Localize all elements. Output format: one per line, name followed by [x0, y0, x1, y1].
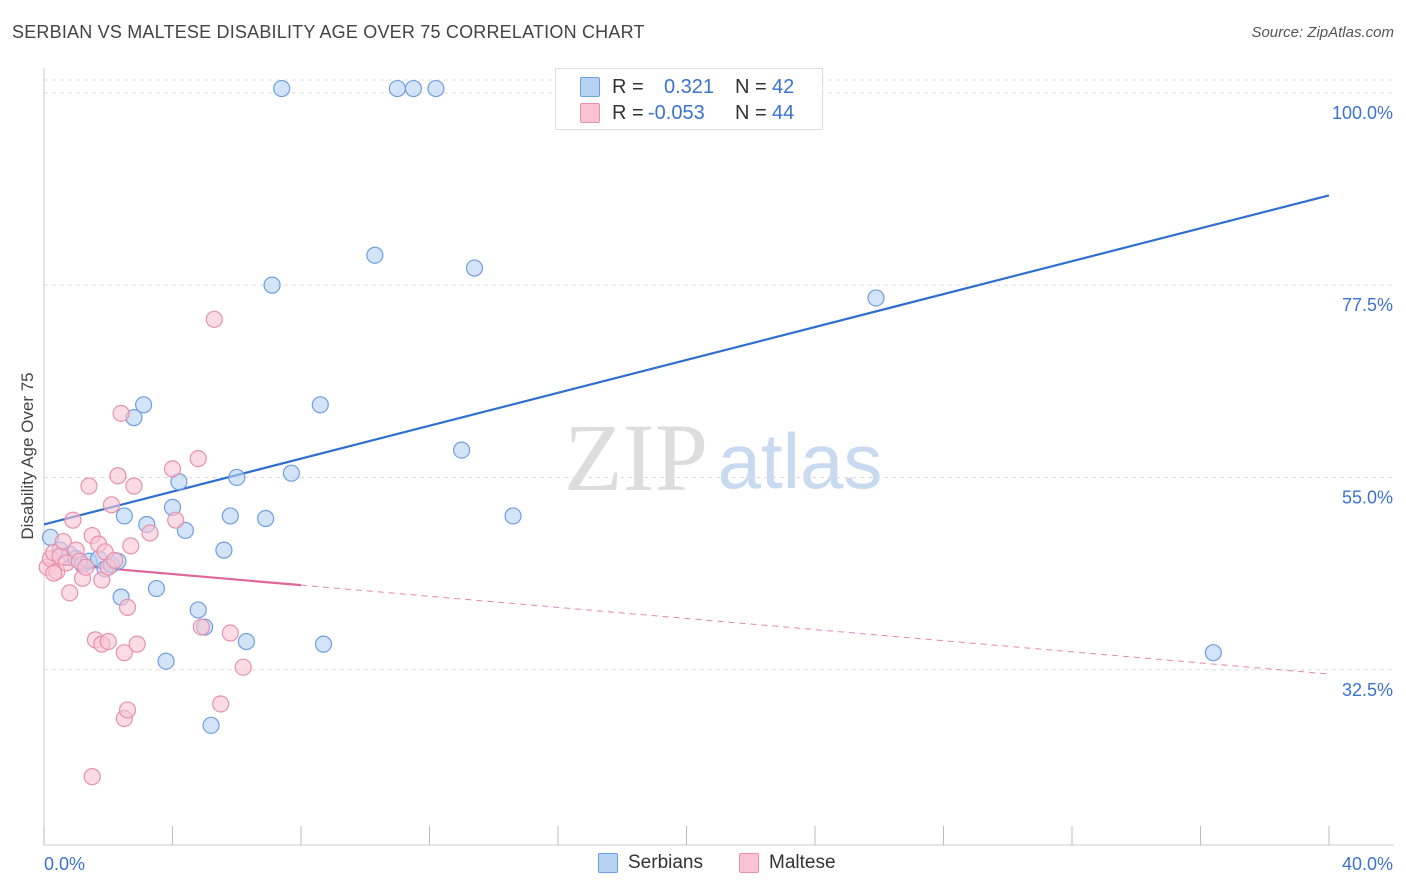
maltese-point: [77, 558, 95, 576]
x-tick-label-min: 0.0%: [44, 854, 85, 874]
maltese-point: [112, 404, 130, 422]
serbians-point: [311, 396, 329, 414]
legend-r-value: -0.053: [648, 102, 705, 124]
serbians-point: [134, 396, 153, 414]
serbians-legend-label: Serbians: [628, 852, 703, 873]
chart-title: SERBIAN VS MALTESE DISABILITY AGE OVER 7…: [12, 22, 645, 42]
legend-r-value: 0.321: [664, 76, 715, 98]
maltese-point: [61, 584, 79, 602]
serbians-point: [202, 716, 220, 734]
maltese-point: [128, 635, 146, 653]
maltese-point: [109, 467, 127, 485]
maltese-point: [80, 477, 98, 495]
serbians-point: [115, 507, 133, 525]
maltese-point: [212, 695, 230, 713]
x-tick-label-max: 40.0%: [1342, 854, 1393, 874]
serbians-point: [263, 276, 281, 294]
serbians-point: [453, 441, 471, 459]
serbians-point: [237, 632, 255, 651]
serbians-point: [147, 579, 166, 598]
legend-r-label: R =: [612, 76, 644, 98]
maltese-point: [122, 537, 140, 555]
serbians-point: [366, 246, 384, 264]
serbians-point: [273, 79, 291, 98]
maltese-point: [102, 496, 121, 514]
maltese-point: [106, 551, 124, 569]
maltese-point: [221, 624, 239, 642]
serbians-swatch: [580, 77, 600, 97]
maltese-point: [163, 460, 182, 478]
legend-n-value: 42: [772, 76, 795, 98]
maltese-trend-line-dashed: [300, 584, 1330, 675]
serbians-swatch: [598, 853, 618, 873]
legend-r-label: R =: [612, 102, 644, 124]
legend-n-label: N =: [735, 102, 767, 124]
correlation-legend: R = 0.321 N = 42 R = -0.053 N = 44: [555, 68, 823, 130]
maltese-point: [141, 524, 159, 542]
maltese-swatch: [580, 103, 600, 123]
y-axis-label: Disability Age Over 75: [18, 372, 37, 539]
serbians-point: [221, 507, 239, 525]
serbians-point: [189, 601, 207, 619]
maltese-point: [167, 511, 185, 529]
maltese-point: [189, 450, 207, 468]
maltese-point: [205, 310, 223, 328]
maltese-point: [118, 701, 137, 719]
serbians-point: [157, 652, 175, 670]
serbians-point: [282, 464, 300, 482]
serbians-point: [228, 468, 246, 487]
serbians-point: [257, 509, 275, 528]
serbians-point: [215, 541, 233, 559]
serbians-point: [427, 79, 445, 98]
serbians-point: [388, 79, 406, 98]
maltese-point: [99, 632, 117, 651]
maltese-swatch: [739, 853, 759, 873]
serbians-point: [404, 79, 423, 98]
watermark-atlas: atlas: [718, 417, 883, 505]
maltese-point: [234, 658, 252, 676]
y-tick-label: 32.5%: [1342, 680, 1393, 700]
serbians-point: [504, 507, 522, 525]
y-tick-label: 77.5%: [1342, 295, 1393, 315]
serbians-point: [314, 635, 333, 653]
serbians-point: [1204, 644, 1222, 662]
maltese-point: [64, 511, 82, 529]
maltese-point: [118, 598, 137, 616]
maltese-point: [192, 618, 211, 636]
point-layer: [38, 79, 1222, 786]
maltese-point: [83, 768, 101, 786]
chart-source: Source: ZipAtlas.com: [1251, 24, 1394, 41]
y-tick-label: 100.0%: [1332, 103, 1393, 123]
maltese-legend-label: Maltese: [769, 852, 836, 873]
maltese-point: [125, 477, 143, 495]
axis-layer: 32.5% 55.0% 77.5% 100.0%: [43, 68, 1394, 846]
legend-n-value: 44: [772, 102, 795, 124]
maltese-point: [45, 564, 63, 582]
legend-n-label: N =: [735, 76, 767, 98]
y-tick-label: 55.0%: [1342, 487, 1393, 507]
serbians-point: [465, 259, 484, 277]
watermark-zip: ZIP: [564, 404, 708, 511]
maltese-point: [115, 644, 133, 662]
serbians-point: [867, 289, 885, 307]
serbians-trend-line: [43, 194, 1330, 526]
maltese-point: [54, 532, 72, 551]
